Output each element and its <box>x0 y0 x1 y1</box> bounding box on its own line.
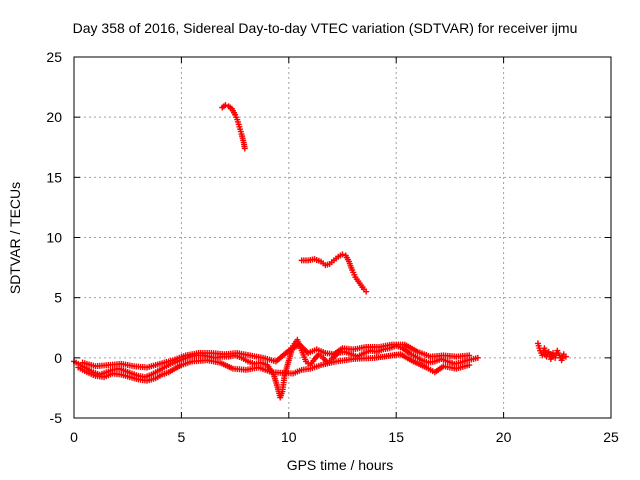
data-points <box>71 102 569 400</box>
chart-title: Day 358 of 2016, Sidereal Day-to-day VTE… <box>73 20 578 36</box>
tick-labels: 0 5 10 15 20 25 -5 0 5 10 15 20 25 <box>46 49 619 445</box>
y-tick-label: -5 <box>50 410 63 426</box>
x-tick-label: 25 <box>603 429 619 445</box>
y-tick-label: 20 <box>46 109 62 125</box>
sdtvar-chart: 0 5 10 15 20 25 -5 0 5 10 15 20 25 Day 358 of 2016, … <box>0 0 640 480</box>
x-tick-label: 20 <box>496 429 512 445</box>
x-axis-label: GPS time / hours <box>287 457 394 473</box>
y-tick-label: 15 <box>46 169 62 185</box>
x-tick-label: 10 <box>281 429 297 445</box>
y-tick-label: 10 <box>46 230 62 246</box>
y-axis-label: SDTVAR / TECUs <box>7 182 23 294</box>
x-tick-label: 0 <box>70 429 78 445</box>
series-segment-arc-20 <box>219 102 248 151</box>
series-segment-arc-8 <box>299 251 369 294</box>
series-segment-cluster-22 <box>535 340 569 363</box>
x-tick-label: 15 <box>388 429 404 445</box>
grid-lines <box>74 57 611 418</box>
y-tick-label: 25 <box>46 49 62 65</box>
y-tick-label: 0 <box>54 350 62 366</box>
y-tick-label: 5 <box>54 290 62 306</box>
x-tick-label: 5 <box>178 429 186 445</box>
